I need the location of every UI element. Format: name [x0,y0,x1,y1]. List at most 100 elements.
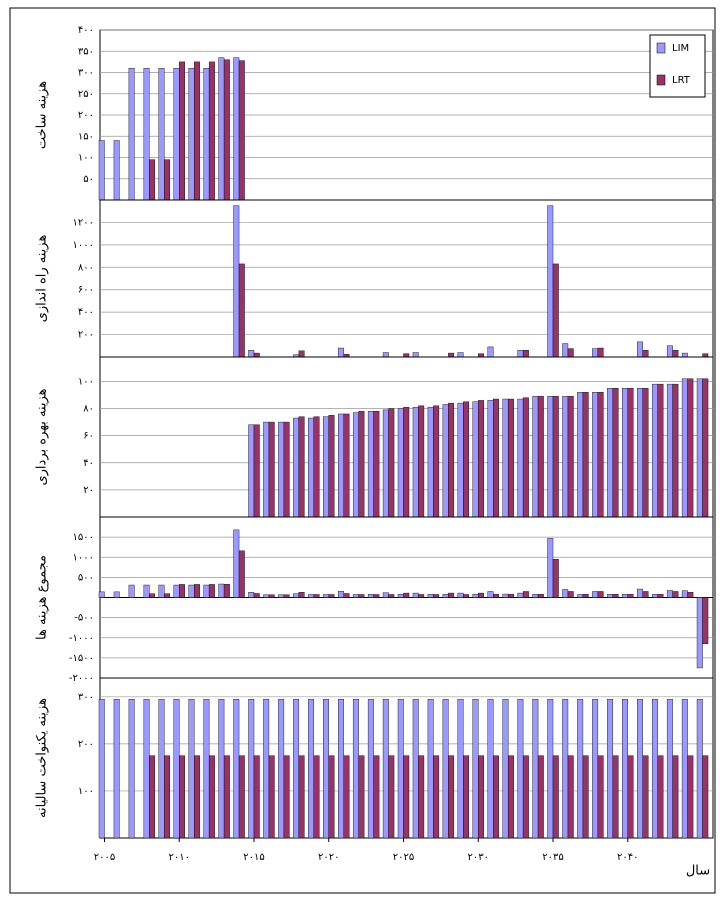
bar [263,594,270,598]
bar [179,61,185,201]
bar [657,594,664,598]
bar [278,421,285,518]
y-tick-label: ۱۰۰۰ [73,240,94,251]
bar [687,755,694,839]
bar [338,698,344,839]
bar [278,698,285,839]
bar [442,594,449,598]
bar [592,698,599,839]
bar [188,698,195,839]
bar [637,387,643,518]
bar [592,348,599,358]
bar [612,755,619,839]
bar [223,584,230,598]
bar [203,698,210,839]
bar [592,392,599,518]
legend-swatch [656,42,666,54]
bar [642,591,649,598]
bar [502,698,509,839]
bar [164,159,170,201]
bar [382,592,389,598]
bar [238,263,245,358]
bar [373,755,380,839]
bar [577,698,584,839]
bar [248,350,255,358]
bar [463,755,470,839]
bar [472,594,479,598]
bar [293,417,300,518]
bar [352,594,359,598]
bar [388,755,395,839]
y-axis-label: مجموع هزینه ها [35,555,50,640]
bar [308,417,315,518]
bar [149,159,156,201]
bar [283,755,290,839]
bar [323,594,329,598]
bar [651,594,658,598]
bar [179,584,185,598]
bar [522,397,529,518]
y-tick-label: ۶۰۰ [78,285,94,296]
bar [248,424,255,518]
bar [537,396,544,518]
y-tick-label: ۸۰۰ [78,262,94,273]
bar [263,698,270,839]
y-tick-label: ۵۰۰ [78,572,94,583]
bar [388,408,395,518]
bar [522,755,529,839]
bar [597,755,604,839]
bar [637,698,643,839]
y-tick-label: ۱۰۰ [78,153,94,164]
bar [403,755,410,839]
bar [672,350,679,358]
bar [622,387,628,518]
y-tick-label: -۵۰۰ [74,613,94,624]
bar [433,755,440,839]
bar [592,591,599,598]
bar [442,404,449,518]
bar [532,698,539,839]
bar [637,341,643,358]
bar [517,350,524,358]
y-tick-label: ۳۰۰ [78,692,94,703]
bar [113,698,120,839]
bar [537,594,544,598]
bar [233,205,240,358]
bar [672,591,679,598]
bar [412,592,419,598]
bar [223,755,230,839]
bar [552,396,559,518]
bar [582,594,589,598]
bar [203,584,210,598]
bar [612,594,619,598]
bar [358,411,365,518]
y-axis-label: هزینه بهره برداری [35,388,50,485]
bar [323,698,329,839]
legend-label: LRT [672,75,691,86]
bar [666,383,673,518]
y-tick-label: -۲۰۰۰ [69,673,94,684]
bar [128,68,135,201]
y-tick-label: -۱۰۰۰ [69,633,94,644]
bar [547,698,554,839]
y-tick-label: ۱۵۰ [78,131,94,142]
bar [313,594,320,598]
bar [637,588,643,598]
bar [696,378,703,518]
bar [298,755,305,839]
bar [517,698,524,839]
bar [338,413,344,518]
bar [427,594,434,598]
bar [248,592,255,598]
bar [397,408,404,518]
bar [672,755,679,839]
bar [308,594,315,598]
bar [382,698,389,839]
legend-swatch [656,74,666,86]
bar [218,57,225,201]
y-tick-label: ۴۰۰ [78,307,94,318]
bar [338,591,344,598]
bar [562,343,569,358]
bar [547,538,554,598]
bar [607,698,614,839]
